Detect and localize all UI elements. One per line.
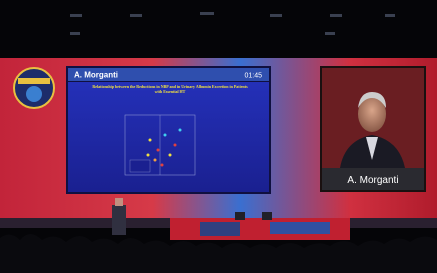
page: A. Morganti 01:45 Relationship between t… [0, 0, 437, 273]
scene: A. Morganti 01:45 Relationship between t… [0, 0, 437, 273]
logo [14, 68, 54, 108]
speaker-name: A. Morganti [74, 71, 118, 80]
slide-title: Relationship between the Reductions in N… [90, 84, 250, 94]
caption: A. Morganti [347, 175, 398, 186]
timer: 01:45 [244, 73, 262, 80]
slide-title-box: Relationship between the Reductions in N… [90, 84, 250, 104]
right-screen: A. Morganti [320, 66, 426, 192]
left-screen: A. Morganti 01:45 Relationship between t… [66, 66, 271, 194]
